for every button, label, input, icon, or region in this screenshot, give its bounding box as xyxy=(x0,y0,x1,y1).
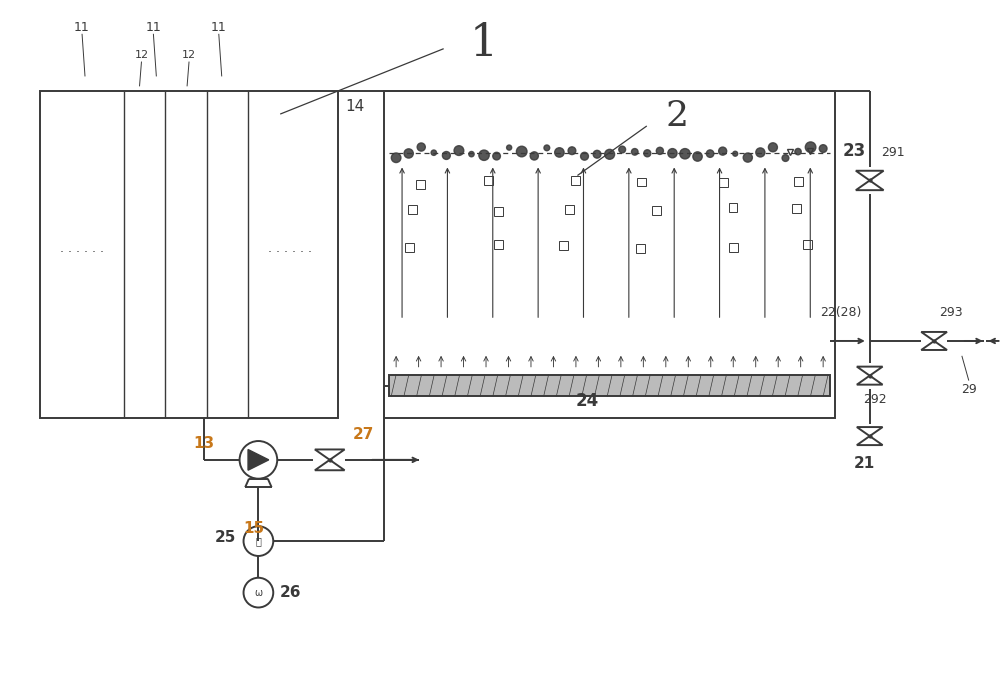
Circle shape xyxy=(644,150,651,157)
Text: ω: ω xyxy=(254,588,262,598)
Circle shape xyxy=(706,150,714,158)
Bar xyxy=(408,205,417,214)
Bar xyxy=(803,240,812,249)
Circle shape xyxy=(605,150,615,159)
Bar xyxy=(637,177,646,187)
Circle shape xyxy=(442,152,450,160)
Circle shape xyxy=(693,152,702,161)
Text: 291: 291 xyxy=(882,146,905,158)
Bar xyxy=(565,205,574,214)
Text: 292: 292 xyxy=(863,394,886,406)
Text: 11: 11 xyxy=(146,21,161,34)
Circle shape xyxy=(479,150,489,160)
Bar xyxy=(729,243,738,252)
Circle shape xyxy=(656,147,663,154)
Text: 293: 293 xyxy=(939,306,963,319)
Circle shape xyxy=(391,153,401,162)
Bar xyxy=(405,243,414,251)
Bar xyxy=(416,180,425,189)
Text: 26: 26 xyxy=(280,585,302,600)
Bar xyxy=(719,178,728,187)
Text: 12: 12 xyxy=(134,50,149,59)
Text: 22(28): 22(28) xyxy=(820,306,862,319)
Bar xyxy=(484,177,493,185)
Bar xyxy=(40,91,338,419)
Circle shape xyxy=(733,151,738,156)
Circle shape xyxy=(782,154,789,161)
Circle shape xyxy=(668,148,677,158)
Text: . . . . . .: . . . . . . xyxy=(60,242,104,255)
Circle shape xyxy=(581,152,588,160)
Text: 23: 23 xyxy=(843,142,866,160)
Circle shape xyxy=(795,148,801,155)
Circle shape xyxy=(555,148,564,157)
Circle shape xyxy=(680,148,690,159)
Text: 15: 15 xyxy=(243,521,264,537)
Text: 2: 2 xyxy=(665,99,688,133)
Circle shape xyxy=(431,150,436,156)
Circle shape xyxy=(469,152,474,157)
Text: 11: 11 xyxy=(211,21,227,34)
Bar xyxy=(559,241,568,250)
Text: 21: 21 xyxy=(854,456,875,471)
Text: 13: 13 xyxy=(193,436,214,451)
Text: 11: 11 xyxy=(74,21,90,34)
Circle shape xyxy=(516,146,527,157)
Bar xyxy=(494,208,503,216)
Text: 27: 27 xyxy=(353,427,374,442)
Circle shape xyxy=(719,147,727,155)
Bar xyxy=(389,375,830,396)
Text: 24: 24 xyxy=(575,392,599,410)
Text: ⓕ: ⓕ xyxy=(255,536,261,546)
Circle shape xyxy=(819,145,827,152)
Text: 29: 29 xyxy=(961,383,977,396)
Text: 12: 12 xyxy=(182,50,196,59)
Circle shape xyxy=(743,153,752,162)
Circle shape xyxy=(454,146,464,156)
Text: . . . . . .: . . . . . . xyxy=(268,242,312,255)
Circle shape xyxy=(805,142,816,152)
Bar xyxy=(792,204,801,213)
Bar xyxy=(794,177,803,186)
Circle shape xyxy=(544,145,550,151)
Circle shape xyxy=(417,143,425,151)
Circle shape xyxy=(404,149,413,158)
Circle shape xyxy=(493,152,500,160)
Bar xyxy=(384,91,835,419)
Circle shape xyxy=(530,152,538,160)
Circle shape xyxy=(568,147,576,154)
Circle shape xyxy=(756,148,765,157)
Circle shape xyxy=(507,145,512,150)
Bar xyxy=(636,244,645,253)
Text: 1: 1 xyxy=(469,22,497,65)
Bar xyxy=(652,206,661,215)
Circle shape xyxy=(619,146,626,153)
Bar xyxy=(729,204,737,212)
Bar xyxy=(494,240,503,249)
Text: 25: 25 xyxy=(215,530,237,545)
Text: 14: 14 xyxy=(346,99,365,114)
Circle shape xyxy=(631,148,638,155)
Bar xyxy=(571,176,580,185)
Circle shape xyxy=(593,150,601,158)
Circle shape xyxy=(768,143,777,152)
Polygon shape xyxy=(248,450,269,470)
